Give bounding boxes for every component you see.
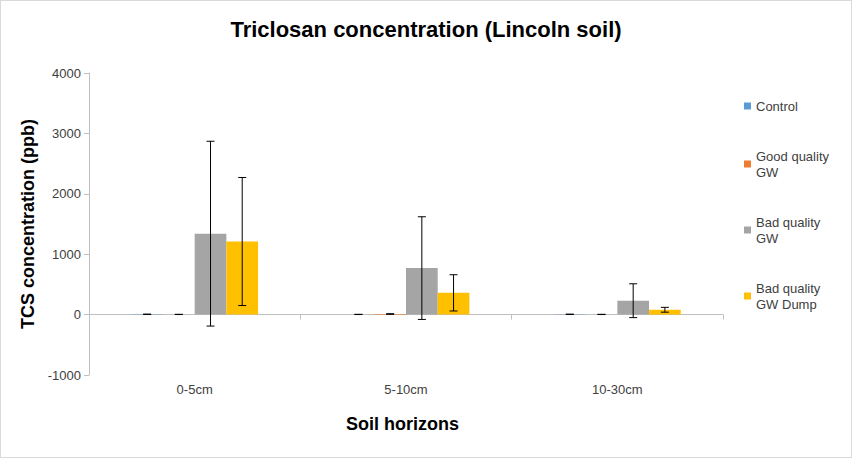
svg-text:2000: 2000	[52, 186, 81, 201]
svg-text:Soil horizons: Soil horizons	[346, 414, 459, 434]
svg-text:0-5cm: 0-5cm	[177, 382, 213, 397]
svg-text:0: 0	[74, 307, 81, 322]
svg-text:Good quality: Good quality	[756, 149, 833, 164]
svg-text:1000: 1000	[52, 247, 81, 262]
svg-text:Triclosan concentration (Linco: Triclosan concentration (Lincoln soil)	[230, 17, 621, 42]
svg-text:Control: Control	[756, 99, 798, 114]
svg-text:GW Dump: GW Dump	[756, 297, 817, 312]
svg-text:3000: 3000	[52, 126, 81, 141]
svg-text:-1000: -1000	[48, 368, 81, 383]
svg-text:Bad quality: Bad quality	[756, 215, 824, 230]
svg-text:GW: GW	[756, 231, 779, 246]
svg-text:5-10cm: 5-10cm	[384, 382, 427, 397]
svg-text:TCS concentration (ppb): TCS concentration (ppb)	[18, 119, 38, 329]
svg-text:10-30cm: 10-30cm	[592, 382, 643, 397]
svg-text:GW: GW	[756, 165, 779, 180]
svg-text:Bad quality: Bad quality	[756, 281, 824, 296]
svg-text:4000: 4000	[52, 66, 81, 81]
